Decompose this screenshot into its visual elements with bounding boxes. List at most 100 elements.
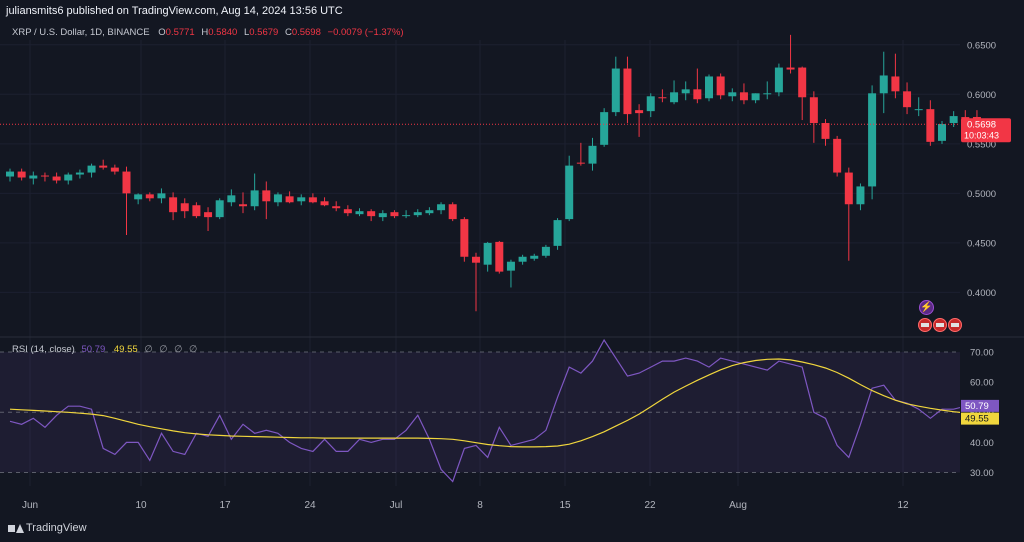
candle-body <box>402 215 411 217</box>
candle-body <box>192 205 201 217</box>
high-value: 0.5840 <box>208 27 238 38</box>
candle-body <box>250 190 259 207</box>
candle-body <box>437 204 446 211</box>
candle-body <box>169 197 178 213</box>
candle-body <box>227 195 236 203</box>
candle-body <box>716 76 725 96</box>
candle-body <box>693 89 702 100</box>
rsi-placeholders: ∅ ∅ ∅ ∅ <box>144 344 200 355</box>
candle-body <box>868 93 877 187</box>
candle-body <box>17 171 26 178</box>
high-label: H <box>201 27 209 38</box>
candle-body <box>588 145 597 164</box>
rsi-tick-label: 40.00 <box>970 438 994 449</box>
candle-body <box>891 76 900 92</box>
lightning-icon[interactable]: ⚡ <box>919 300 934 315</box>
candle-body <box>541 246 550 256</box>
candle-body <box>495 241 504 272</box>
candle-body <box>530 255 539 259</box>
candle-body <box>623 68 632 115</box>
candle-body <box>180 203 189 212</box>
x-tick-label: 12 <box>897 500 909 511</box>
candle-body <box>681 89 690 94</box>
candle-body <box>343 209 352 214</box>
candle-body <box>75 172 84 175</box>
candle-body <box>949 116 958 124</box>
candle-body <box>52 176 61 181</box>
candle-body <box>553 220 562 246</box>
candle-body <box>763 93 772 95</box>
candle-body <box>6 171 14 177</box>
rsi-tick-label: 60.00 <box>970 378 994 389</box>
candle-body <box>297 197 306 202</box>
candle-body <box>110 167 119 172</box>
price-badge-value: 0.5698 <box>967 120 996 131</box>
candle-body <box>390 212 399 217</box>
candle-body <box>122 171 131 194</box>
candle-body <box>378 213 387 218</box>
us-flag-icon[interactable] <box>933 318 947 332</box>
candle-body <box>425 210 434 214</box>
candle-body <box>413 212 422 216</box>
candle-body <box>728 92 737 97</box>
price-tick-label: 0.4000 <box>967 288 996 299</box>
candle-body <box>670 92 679 103</box>
candle-body <box>157 193 166 199</box>
candle-body <box>611 68 620 113</box>
flag-group[interactable] <box>918 318 962 332</box>
open-value: 0.5771 <box>165 27 195 38</box>
candle-body <box>833 138 842 173</box>
candle-body <box>926 109 935 142</box>
x-tick-label: 10 <box>135 500 147 511</box>
candle-body <box>145 194 154 199</box>
candle-body <box>367 211 376 217</box>
rsi-tick-label: 30.00 <box>970 468 994 479</box>
candle-body <box>739 92 748 101</box>
candle-body <box>29 175 38 179</box>
candle-body <box>87 165 96 173</box>
candle-body <box>786 67 795 70</box>
rsi-line <box>9 338 960 483</box>
ma-legend-value: 49.55 <box>113 344 138 355</box>
us-flag-icon[interactable] <box>918 318 932 332</box>
candle-body <box>635 110 644 114</box>
low-value: 0.5679 <box>249 27 279 38</box>
candle-body <box>658 97 667 99</box>
candle-body <box>506 261 515 271</box>
ma-value-badge <box>961 412 999 425</box>
low-label: L <box>243 27 250 38</box>
candle-body <box>844 172 853 205</box>
candle-body <box>856 186 865 205</box>
rsi-legend-value: 50.79 <box>81 344 106 355</box>
price-badge <box>961 118 1011 143</box>
change-value: −0.0079 (−1.37%) <box>327 27 404 38</box>
x-tick-label: Jul <box>390 500 403 511</box>
x-tick-label: Jun <box>22 500 38 511</box>
price-badge-countdown: 10:03:43 <box>964 131 999 141</box>
price-tick-label: 0.6500 <box>967 40 996 51</box>
us-flag-icon[interactable] <box>948 318 962 332</box>
x-tick-label: 24 <box>304 500 316 511</box>
candle-body <box>518 256 527 262</box>
candle-body <box>204 212 213 218</box>
candle-body <box>215 200 224 218</box>
rsi-ma-line <box>9 358 960 448</box>
x-tick-label: 22 <box>644 500 656 511</box>
x-tick-label: 17 <box>219 500 231 511</box>
tradingview-footer[interactable]: TradingView <box>8 522 87 534</box>
candle-body <box>821 123 830 139</box>
price-tick-label: 0.5500 <box>967 139 996 150</box>
candle-body <box>600 112 609 145</box>
candle-body <box>99 165 108 168</box>
candle-body <box>308 197 317 203</box>
x-tick-label: 15 <box>559 500 571 511</box>
candle-body <box>40 175 49 177</box>
candle-body <box>320 201 329 206</box>
candle-body <box>262 190 271 202</box>
candle-body <box>239 204 247 207</box>
footer-brand: TradingView <box>26 522 87 534</box>
candle-body <box>460 219 469 257</box>
candle-body <box>705 76 713 99</box>
price-tick-label: 0.4500 <box>967 238 996 249</box>
